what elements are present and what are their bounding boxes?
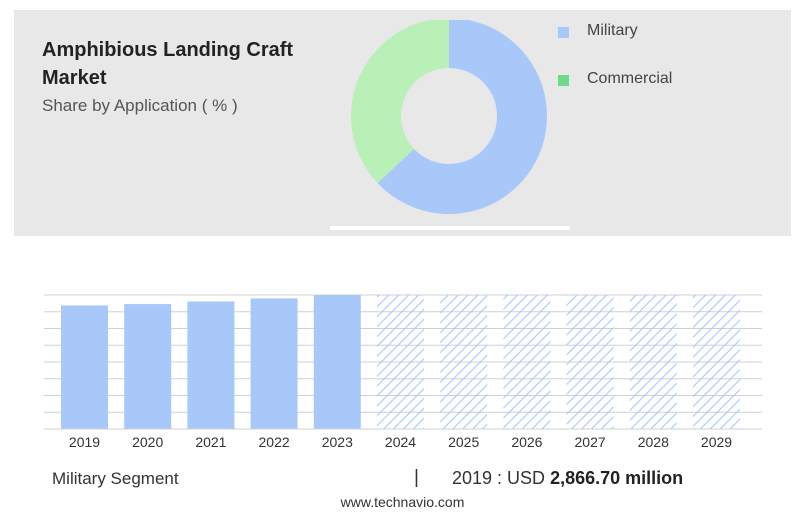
bar-2029 — [693, 295, 740, 429]
donut-slice-military — [377, 20, 547, 214]
chart-subtitle: Share by Application ( % ) — [42, 96, 238, 115]
website-link[interactable]: www.technavio.com — [340, 494, 465, 510]
bar-2026 — [503, 295, 551, 429]
value-prefix: 2019 : USD — [452, 468, 546, 488]
footer-separator: | — [414, 467, 419, 488]
bar-2028 — [629, 295, 677, 429]
x-tick-label-2029: 2029 — [701, 434, 732, 450]
value-amount: 2,866.70 million — [550, 468, 684, 488]
bar-2025 — [440, 295, 488, 429]
segment-value: 2019 : USD 2,866.70 million — [452, 468, 683, 489]
legend-swatch-military — [558, 27, 569, 38]
bar-2024 — [377, 295, 424, 429]
legend-swatch-commercial — [558, 75, 569, 86]
bar-2023 — [313, 295, 361, 429]
segment-label: Military Segment — [52, 469, 179, 488]
x-tick-label-2028: 2028 — [638, 434, 669, 450]
bar-2027 — [566, 295, 614, 429]
bar-chart: 2019 2020 2021 2022 2023 2024 2025 2026 2027 2028… — [44, 294, 762, 450]
panel-edge — [330, 226, 570, 230]
x-tick-label-2019: 2019 — [69, 434, 100, 450]
legend-label-military: Military — [587, 22, 638, 39]
x-tick-label-2022: 2022 — [259, 434, 290, 450]
donut-chart — [330, 20, 570, 230]
donut-slice-commercial — [351, 20, 449, 184]
x-tick-label-2023: 2023 — [322, 434, 353, 450]
x-tick-label-2024: 2024 — [385, 434, 416, 450]
x-tick-label-2021: 2021 — [195, 434, 226, 450]
bar-2019 — [61, 305, 108, 429]
chart-title: Amphibious Landing Craft Market — [42, 39, 294, 89]
x-tick-label-2027: 2027 — [575, 434, 606, 450]
x-tick-label-2026: 2026 — [511, 434, 542, 450]
x-tick-label-2025: 2025 — [448, 434, 479, 450]
x-tick-label-2020: 2020 — [132, 434, 163, 450]
bar-2020 — [124, 304, 172, 429]
bar-2021 — [187, 301, 235, 429]
legend-label-commercial: Commercial — [587, 70, 673, 87]
bar-2022 — [250, 298, 298, 429]
